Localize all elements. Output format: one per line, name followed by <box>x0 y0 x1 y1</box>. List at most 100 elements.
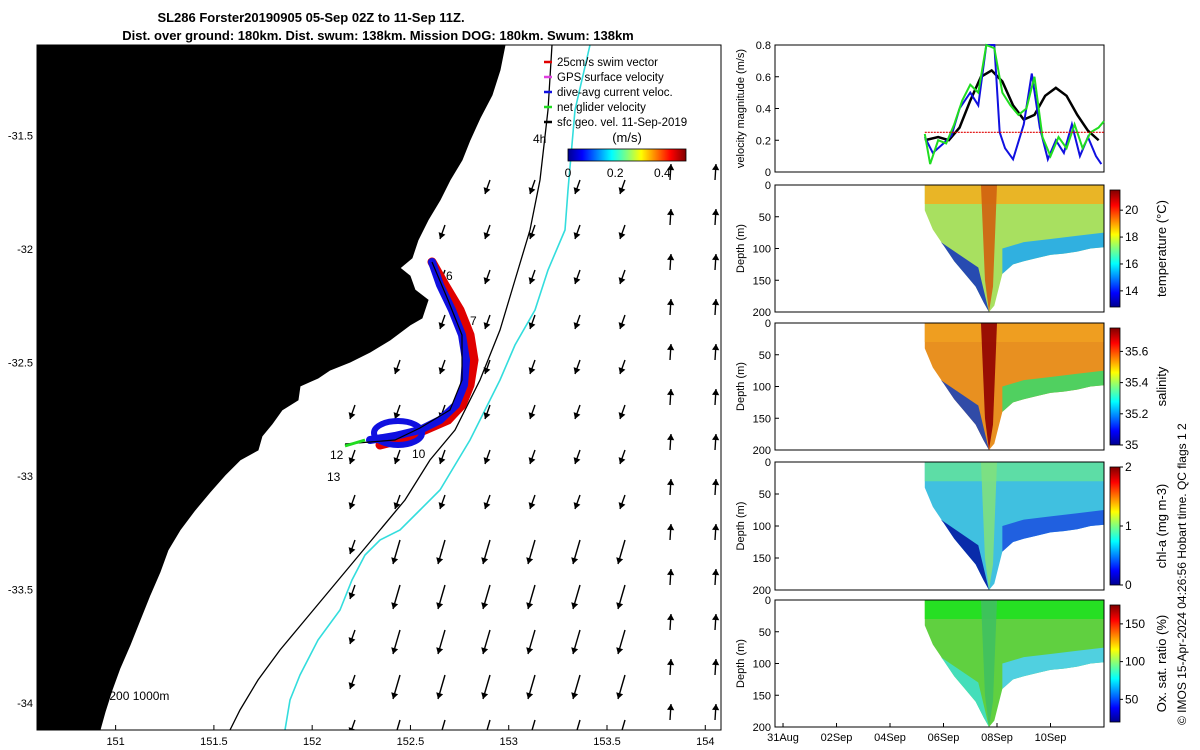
velocity-arrow <box>712 703 720 721</box>
velocity-arrow <box>436 539 446 565</box>
velocity-arrow <box>712 208 720 226</box>
velocity-arrow <box>667 298 675 316</box>
velocity-arrow <box>616 584 626 610</box>
colorbar-tick-label: 16 <box>1125 257 1139 271</box>
velocity-arrow <box>483 404 491 420</box>
velocity-arrow <box>616 629 626 655</box>
glider-track <box>344 257 479 450</box>
velocity-arrow <box>393 404 401 420</box>
velocity-arrow <box>618 494 626 510</box>
section-y-label: Depth (m) <box>735 639 747 688</box>
velocity-arrow <box>531 719 536 730</box>
section-y-tick-label: 200 <box>753 307 771 319</box>
section-bottom-layer <box>940 380 989 450</box>
colorbar-label: chl-a (mg m-3) <box>1154 484 1169 569</box>
colorbar-label: Ox. sat. ratio (%) <box>1154 615 1169 713</box>
colorbar-tick-label: 35.2 <box>1125 407 1149 421</box>
section-y-tick-label: 100 <box>753 521 771 533</box>
colorbar-tick-label: 0 <box>1125 578 1132 592</box>
velocity-arrow <box>393 359 401 375</box>
section-y-tick-label: 0 <box>765 180 771 192</box>
time-tick-label: 02Sep <box>821 732 853 744</box>
velocity-arrow <box>483 269 491 285</box>
waypoint-label: 6 <box>446 269 453 283</box>
velocity-arrow <box>483 494 491 510</box>
legend-entry: sfc geo. vel. 11-Sep-2019 <box>557 117 687 129</box>
isobath-label: isobaths: 0 200 1000m <box>48 689 169 703</box>
velocity-panel: 0 0.2 0.4 0.6 0.8 velocity magnitude (m/s) <box>735 40 1105 179</box>
velocity-arrow <box>618 314 626 330</box>
section-y-tick-label: 200 <box>753 585 771 597</box>
velocity-arrow <box>712 433 720 451</box>
section-colorbar <box>1109 466 1121 586</box>
velocity-arrow <box>528 449 536 465</box>
map-y-tick-label: -32.5 <box>8 358 33 370</box>
section-bottom-layer <box>940 657 989 727</box>
velocity-arrow <box>528 359 536 375</box>
section-plume <box>980 323 998 450</box>
velocity-arrow <box>618 449 626 465</box>
waypoint-label: 10 <box>412 447 426 461</box>
velocity-arrow <box>667 523 675 541</box>
section-panel: 0 50 100 150 200 Depth (m) 35 35.2 35.4 35.6 salin… <box>735 318 1169 457</box>
velocity-y-tick-label: 0.4 <box>756 104 771 116</box>
section-surface-layer <box>924 462 1104 482</box>
section-y-tick-label: 150 <box>753 690 771 702</box>
colorbar-tick-label: 150 <box>1125 617 1145 631</box>
section-y-tick-label: 50 <box>759 489 771 501</box>
velocity-arrow <box>396 719 401 730</box>
velocity-arrow <box>571 629 581 655</box>
velocity-arrow <box>618 224 626 240</box>
section-y-tick-label: 50 <box>759 627 771 639</box>
title-line-2: Dist. over ground: 180km. Dist. swum: 13… <box>122 28 634 43</box>
velocity-arrow <box>712 298 720 316</box>
velocity-arrow <box>573 404 581 420</box>
velocity-arrow <box>391 629 401 655</box>
velocity-arrow <box>667 478 675 496</box>
colorbar-tick-label: 20 <box>1125 203 1139 217</box>
velocity-arrow <box>348 629 356 645</box>
colorbar-label: salinity <box>1154 366 1169 406</box>
velocity-arrow <box>436 584 446 610</box>
velocity-arrow <box>618 179 626 195</box>
velocity-y-tick-label: 0.8 <box>756 40 771 52</box>
colorbar-tick-label: 35.4 <box>1125 376 1149 390</box>
section-colorbar <box>1109 604 1121 723</box>
section-panel: 0 50 100 150 200 Depth (m) 0 1 2 chl-a (mg m-3) <box>735 457 1169 597</box>
velocity-arrow <box>667 658 675 676</box>
map-x-tick-label: 152.5 <box>397 736 425 748</box>
section-deep-layer <box>1002 510 1104 552</box>
section-deep-layer <box>1002 647 1104 689</box>
time-tick-label: 31Aug <box>767 732 799 744</box>
velocity-arrow <box>667 613 675 631</box>
velocity-axes <box>774 44 1105 173</box>
velocity-arrow <box>667 253 675 271</box>
speed-colorbar-tick: 0 <box>565 166 572 180</box>
velocity-arrow <box>348 494 356 510</box>
section-bottom-layer <box>940 519 989 590</box>
section-plume <box>980 600 998 727</box>
colorbar-tick-label: 14 <box>1125 284 1139 298</box>
waypoint-label: 12 <box>330 448 344 462</box>
velocity-arrow <box>481 674 491 700</box>
surface-velocity-vectors <box>348 163 720 730</box>
velocity-y-tick-label: 0 <box>765 167 771 179</box>
velocity-arrow <box>438 449 446 465</box>
colorbar-label: temperature (°C) <box>1154 200 1169 297</box>
velocity-arrow <box>528 494 536 510</box>
velocity-arrow <box>348 674 356 690</box>
velocity-arrow <box>438 494 446 510</box>
colorbar-tick-label: 1 <box>1125 519 1132 533</box>
velocity-arrow <box>573 314 581 330</box>
velocity-arrow <box>348 719 356 730</box>
section-colorbar <box>1109 189 1121 308</box>
map-x-tick-label: 153.5 <box>593 736 621 748</box>
section-y-tick-label: 100 <box>753 244 771 256</box>
velocity-arrow <box>393 314 401 330</box>
section-deep-layer <box>1002 370 1104 412</box>
colorbar-tick-label: 18 <box>1125 230 1139 244</box>
velocity-arrow <box>528 404 536 420</box>
velocity-arrow <box>481 539 491 565</box>
section-y-tick-label: 150 <box>753 553 771 565</box>
